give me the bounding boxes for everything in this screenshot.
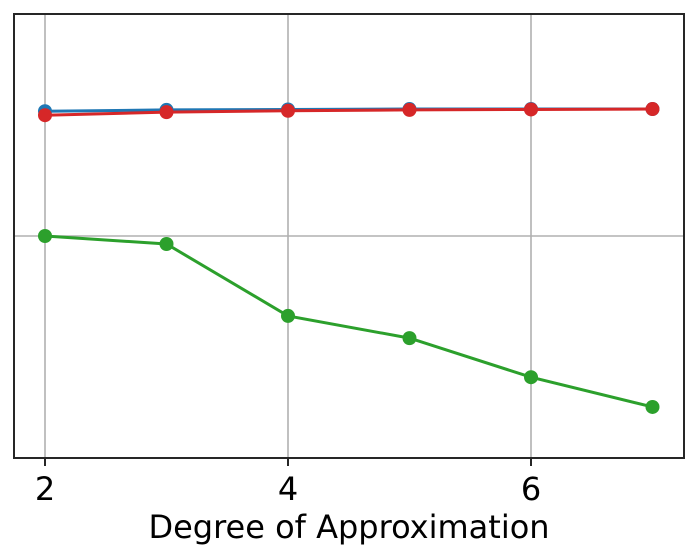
series-line: [44, 234, 653, 409]
series-green: [38, 229, 660, 414]
data-point-marker: [159, 105, 174, 120]
data-point-marker: [159, 236, 174, 251]
data-point-marker: [524, 370, 538, 385]
series-line: [44, 107, 653, 117]
series-red: [38, 102, 660, 123]
series-lines: [38, 102, 660, 414]
data-point-marker: [281, 103, 295, 118]
data-point-marker: [38, 229, 52, 243]
data-point-marker: [524, 102, 538, 117]
x-tick-label: 6: [521, 470, 541, 508]
data-point-marker: [281, 308, 295, 323]
x-axis-ticks: 2 4 6: [35, 458, 541, 508]
data-point-marker: [402, 102, 417, 117]
data-point-marker: [402, 331, 417, 346]
data-point-marker: [38, 108, 52, 123]
x-axis-label: Degree of Approximation: [148, 508, 549, 546]
axes-frame: [13, 13, 685, 459]
data-point-marker: [645, 102, 660, 117]
x-tick-label: 4: [278, 470, 298, 508]
x-tick-label: 2: [35, 470, 55, 508]
data-point-marker: [645, 399, 660, 414]
